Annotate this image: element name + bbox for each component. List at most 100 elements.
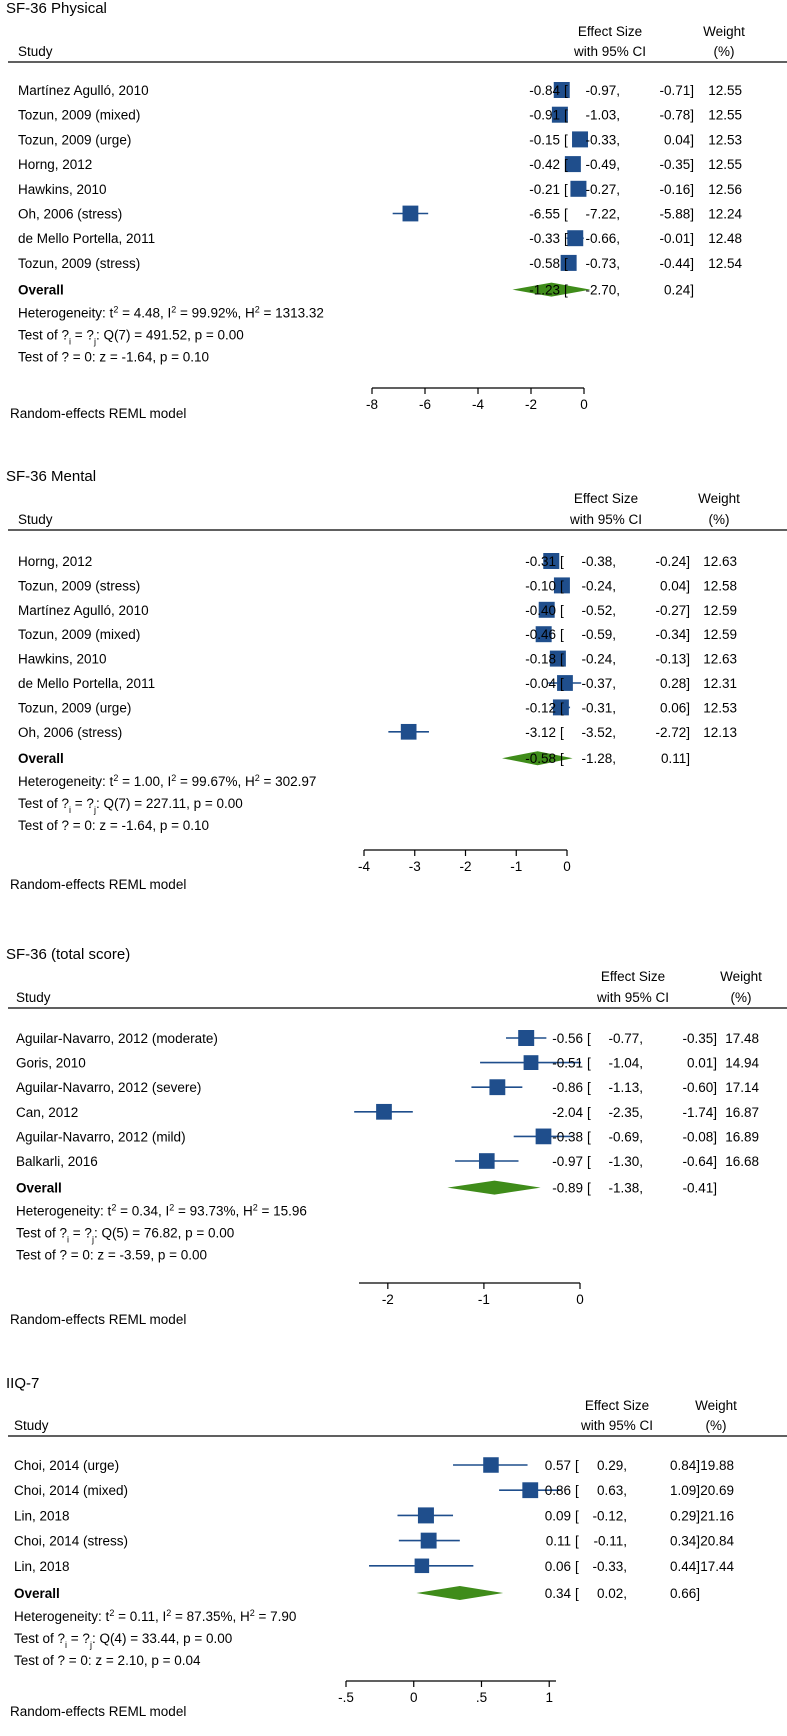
weight-value: 12.58 xyxy=(703,578,737,593)
weight-value: 12.31 xyxy=(703,676,737,691)
ci-bracket: [ xyxy=(587,1056,591,1071)
effect-size-value: -0.86 xyxy=(552,1080,583,1095)
ci-upper-value: 0.04] xyxy=(664,132,694,147)
overall-label: Overall xyxy=(18,751,64,766)
tick-label: -4 xyxy=(472,397,484,412)
effect-size-value: -0.97 xyxy=(552,1154,583,1169)
ci-lower-value: -0.38, xyxy=(581,554,616,569)
effect-size-value: -0.15 xyxy=(529,132,560,147)
q-test: Test of ?i = ?j: Q(7) = 491.52, p = 0.00 xyxy=(18,328,244,347)
effect-square xyxy=(518,1030,535,1046)
study-row: Can, 2012 -2.04 [-2.35, -1.74] 16.87 xyxy=(16,1103,759,1120)
weight-value: 12.59 xyxy=(703,603,737,618)
study-label: Balkarli, 2016 xyxy=(16,1154,98,1169)
ci-lower-value: -0.11, xyxy=(593,1534,627,1549)
study-header: Study xyxy=(16,990,51,1005)
heterogeneity-stats: Heterogeneity: t2 = 0.11, I2 = 87.35%, H… xyxy=(14,1608,296,1624)
effect-square xyxy=(570,180,587,197)
weight-unit-header: (%) xyxy=(714,44,735,59)
effect-square xyxy=(400,723,417,740)
effect-size-value: -0.33 xyxy=(529,231,560,246)
study-row: Goris, 2010 -0.51 [-1.04, 0.01] 14.94 xyxy=(16,1055,759,1071)
ci-bracket: [ xyxy=(575,1559,579,1574)
study-row: Aguilar-Navarro, 2012 (mild) -0.38 [-0.69,… xyxy=(16,1128,759,1144)
effect-size-value: -6.55 xyxy=(529,207,560,222)
study-row: Horng, 2012 -0.42 [-0.49, -0.35] 12.55 xyxy=(18,156,742,172)
weight-header: Weight xyxy=(698,491,740,506)
ci-lower-value: -0.49, xyxy=(585,157,620,172)
study-row: Aguilar-Navarro, 2012 (severe) -0.86 [-1.1… xyxy=(16,1079,759,1095)
ci-bracket: [ xyxy=(587,1105,591,1120)
effect-square xyxy=(553,577,570,594)
ci-bracket: [ xyxy=(564,83,568,98)
study-row: de Mello Portella, 2011 -0.04 [-0.37, 0.28]… xyxy=(18,675,737,691)
effect-size-value: 0.06 xyxy=(545,1559,571,1574)
overall-ci-upper: 0.11] xyxy=(661,751,690,766)
study-label: Aguilar-Navarro, 2012 (mild) xyxy=(16,1129,186,1144)
weight-value: 16.89 xyxy=(725,1129,759,1144)
ci-upper-value: -1.74] xyxy=(682,1105,717,1120)
effect-square xyxy=(420,1532,437,1549)
study-label: Can, 2012 xyxy=(16,1105,78,1120)
study-label: de Mello Portella, 2011 xyxy=(18,676,155,691)
ci-bracket: [ xyxy=(560,676,564,691)
forest-panel: IIQ-7 Study Effect Size with 95% CI Weight (%… xyxy=(0,1375,787,1736)
overall-row: Overall -1.23 [-2.70, 0.24] xyxy=(18,282,694,298)
study-label: Hawkins, 2010 xyxy=(18,182,107,197)
overall-row: Overall -0.89 [-1.38, -0.41] xyxy=(16,1180,717,1196)
ci-lower-value: -0.24, xyxy=(581,578,616,593)
weight-value: 12.53 xyxy=(708,132,742,147)
overall-diamond xyxy=(416,1586,504,1600)
ci-header: with 95% CI xyxy=(580,1418,653,1433)
effect-size-value: -0.10 xyxy=(525,578,556,593)
q-test: Test of ?i = ?j: Q(5) = 76.82, p = 0.00 xyxy=(16,1226,234,1245)
tick-label: 0 xyxy=(410,1690,418,1705)
study-label: Aguilar-Navarro, 2012 (moderate) xyxy=(16,1031,218,1046)
effect-size-value: -0.12 xyxy=(525,700,556,715)
ci-upper-value: -0.35] xyxy=(659,157,694,172)
ci-lower-value: -1.30, xyxy=(608,1154,643,1169)
ci-lower-value: -0.52, xyxy=(581,603,616,618)
ci-header: with 95% CI xyxy=(596,990,669,1005)
effect-size-value: -0.40 xyxy=(525,603,556,618)
weight-value: 16.87 xyxy=(725,1105,759,1120)
tick-label: 1 xyxy=(545,1690,553,1705)
effect-size-value: -0.42 xyxy=(529,157,560,172)
ci-lower-value: -0.33, xyxy=(585,132,620,147)
ci-lower-value: -0.31, xyxy=(581,700,616,715)
ci-upper-value: 1.09] xyxy=(670,1483,700,1498)
effect-size-value: -2.04 xyxy=(552,1105,583,1120)
weight-unit-header: (%) xyxy=(731,990,752,1005)
overall-label: Overall xyxy=(18,283,64,298)
tick-label: -3 xyxy=(409,859,421,874)
weight-value: 12.55 xyxy=(708,83,742,98)
ci-bracket: [ xyxy=(564,157,568,172)
study-row: Choi, 2014 (urge) 0.57 [0.29, 0.84] 19.88 xyxy=(14,1457,734,1473)
weight-value: 12.63 xyxy=(703,554,737,569)
overall-row: Overall 0.34[0.02, 0.66] xyxy=(14,1586,700,1601)
study-row: Choi, 2014 (stress) 0.11 [-0.11, 0.34] 20.84 xyxy=(14,1532,734,1549)
effect-size-header: Effect Size xyxy=(578,24,642,39)
weight-value: 12.59 xyxy=(703,627,737,642)
ci-bracket: [ xyxy=(587,1129,591,1144)
x-axis: -4 -3 -2 -1 0 xyxy=(358,849,571,874)
ci-upper-value: 0.84] xyxy=(670,1458,700,1473)
study-row: Oh, 2006 (stress) -6.55 [-7.22, -5.88] 12.24 xyxy=(18,205,742,222)
ci-upper-value: -0.78] xyxy=(659,108,694,123)
effect-size-value: -0.38 xyxy=(552,1129,583,1144)
effect-size-header: Effect Size xyxy=(585,1398,649,1413)
ci-upper-value: -2.72] xyxy=(655,725,690,740)
weight-value: 17.48 xyxy=(725,1031,759,1046)
effect-size-value: -0.56 xyxy=(552,1031,583,1046)
effect-size-value: -0.04 xyxy=(525,676,556,691)
ci-bracket: [ xyxy=(564,231,568,246)
overall-ci-lower: -1.38, xyxy=(608,1181,643,1196)
effect-square xyxy=(564,156,581,173)
overall-diamond xyxy=(447,1180,541,1195)
ci-lower-value: 0.63, xyxy=(597,1483,627,1498)
effect-square xyxy=(572,131,589,148)
ci-bracket: [ xyxy=(560,725,564,740)
study-label: Goris, 2010 xyxy=(16,1056,86,1071)
study-label: Choi, 2014 (urge) xyxy=(14,1458,119,1473)
weight-value: 12.63 xyxy=(703,652,737,667)
